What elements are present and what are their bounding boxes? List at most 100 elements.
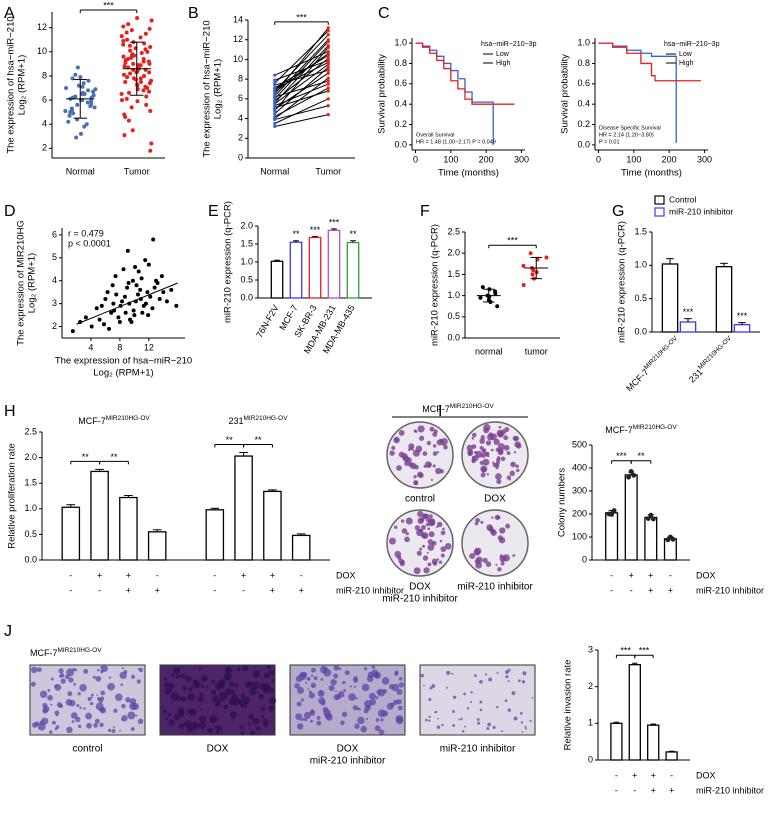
colony	[503, 435, 509, 441]
invading-cell	[77, 724, 82, 729]
data-point	[121, 54, 126, 59]
invading-cell	[120, 683, 124, 687]
significance-label: ***	[329, 217, 340, 227]
invading-cell	[170, 692, 179, 701]
invading-cell	[492, 725, 496, 729]
data-point	[139, 276, 144, 281]
invading-cell	[496, 705, 499, 709]
invading-cell	[79, 683, 87, 692]
data-point	[326, 33, 330, 37]
y-tick-label: 400	[572, 462, 587, 472]
invading-cell	[353, 685, 357, 688]
data-point	[326, 38, 330, 42]
photo-label: control	[405, 494, 435, 505]
data-point	[140, 310, 145, 315]
legend-swatch	[654, 207, 665, 217]
colony	[421, 532, 429, 540]
colony	[413, 475, 417, 479]
colony	[426, 440, 432, 446]
invading-cell	[340, 720, 345, 726]
invading-cell	[484, 673, 488, 676]
pair-line	[274, 45, 329, 104]
colony	[394, 550, 402, 558]
data-point	[142, 73, 147, 78]
invading-cell	[507, 668, 511, 672]
bar	[205, 509, 225, 561]
data-point	[129, 28, 134, 33]
invading-cell	[242, 665, 249, 672]
condition-sign: -	[610, 570, 613, 580]
data-point	[109, 310, 114, 315]
colony	[396, 465, 402, 471]
colony	[485, 440, 492, 446]
invading-cell	[365, 717, 368, 721]
invading-cell	[519, 712, 523, 715]
data-point	[273, 116, 277, 121]
invading-cell	[136, 679, 141, 684]
condition-sign: +	[648, 585, 653, 595]
data-point	[74, 135, 79, 140]
data-point	[141, 88, 146, 93]
colony	[427, 562, 432, 567]
data-point	[146, 262, 151, 267]
invading-cell	[451, 672, 454, 675]
invading-cell	[247, 681, 250, 684]
survival-curve	[415, 42, 494, 145]
bar	[346, 241, 360, 299]
invading-cell	[322, 706, 329, 713]
colony	[510, 461, 516, 468]
colony	[442, 527, 445, 531]
x-tick-label: Normal	[260, 166, 289, 176]
y-tick-label: 10	[233, 54, 243, 64]
condition-label: miR-210 inhibitor	[696, 585, 764, 595]
condition-label: miR-210 inhibitor	[696, 785, 764, 795]
invading-cell	[377, 688, 386, 697]
data-point	[148, 148, 153, 153]
survival-curve	[415, 42, 515, 105]
invading-cell	[111, 729, 116, 733]
significance-label: ***	[639, 646, 650, 656]
invading-cell	[59, 674, 63, 678]
data-point	[103, 297, 108, 302]
condition-sign: +	[97, 570, 102, 580]
invading-cell	[375, 718, 380, 722]
invading-cell	[396, 689, 403, 696]
annotation: Disease Specific Survival	[599, 125, 661, 131]
condition-sign: +	[241, 570, 246, 580]
invading-cell	[121, 667, 124, 670]
x-tick-label: Normal	[66, 166, 95, 176]
invading-cell	[83, 668, 89, 674]
invading-cell	[99, 722, 104, 728]
data-point	[91, 89, 96, 94]
condition-sign: -	[300, 570, 303, 580]
bar	[663, 538, 677, 561]
invading-cell	[420, 673, 424, 678]
colony	[408, 443, 415, 450]
invading-cell	[94, 718, 100, 724]
y-tick-label: 0.5	[634, 293, 647, 303]
invading-cell	[307, 678, 310, 681]
bar	[715, 266, 733, 333]
condition-sign: -	[242, 585, 245, 595]
invading-cell	[423, 684, 425, 687]
y-tick-label: 1.0	[24, 503, 37, 513]
invading-cell	[100, 690, 106, 696]
invading-cell	[398, 677, 403, 681]
colony	[498, 425, 502, 429]
data-point	[631, 472, 637, 478]
invading-cell	[66, 726, 73, 734]
data-point	[131, 308, 136, 313]
y-tick-label: 0.0	[577, 139, 590, 149]
x-tick-label: 100	[443, 154, 458, 164]
invading-cell	[215, 730, 220, 734]
data-point	[89, 324, 94, 329]
data-point	[126, 22, 131, 27]
data-point	[94, 306, 99, 311]
data-point	[326, 82, 330, 86]
invading-cell	[358, 708, 361, 711]
colony	[422, 544, 426, 548]
invading-cell	[368, 692, 376, 700]
colony	[427, 543, 435, 551]
colony	[435, 467, 442, 475]
invading-cell	[428, 719, 431, 722]
